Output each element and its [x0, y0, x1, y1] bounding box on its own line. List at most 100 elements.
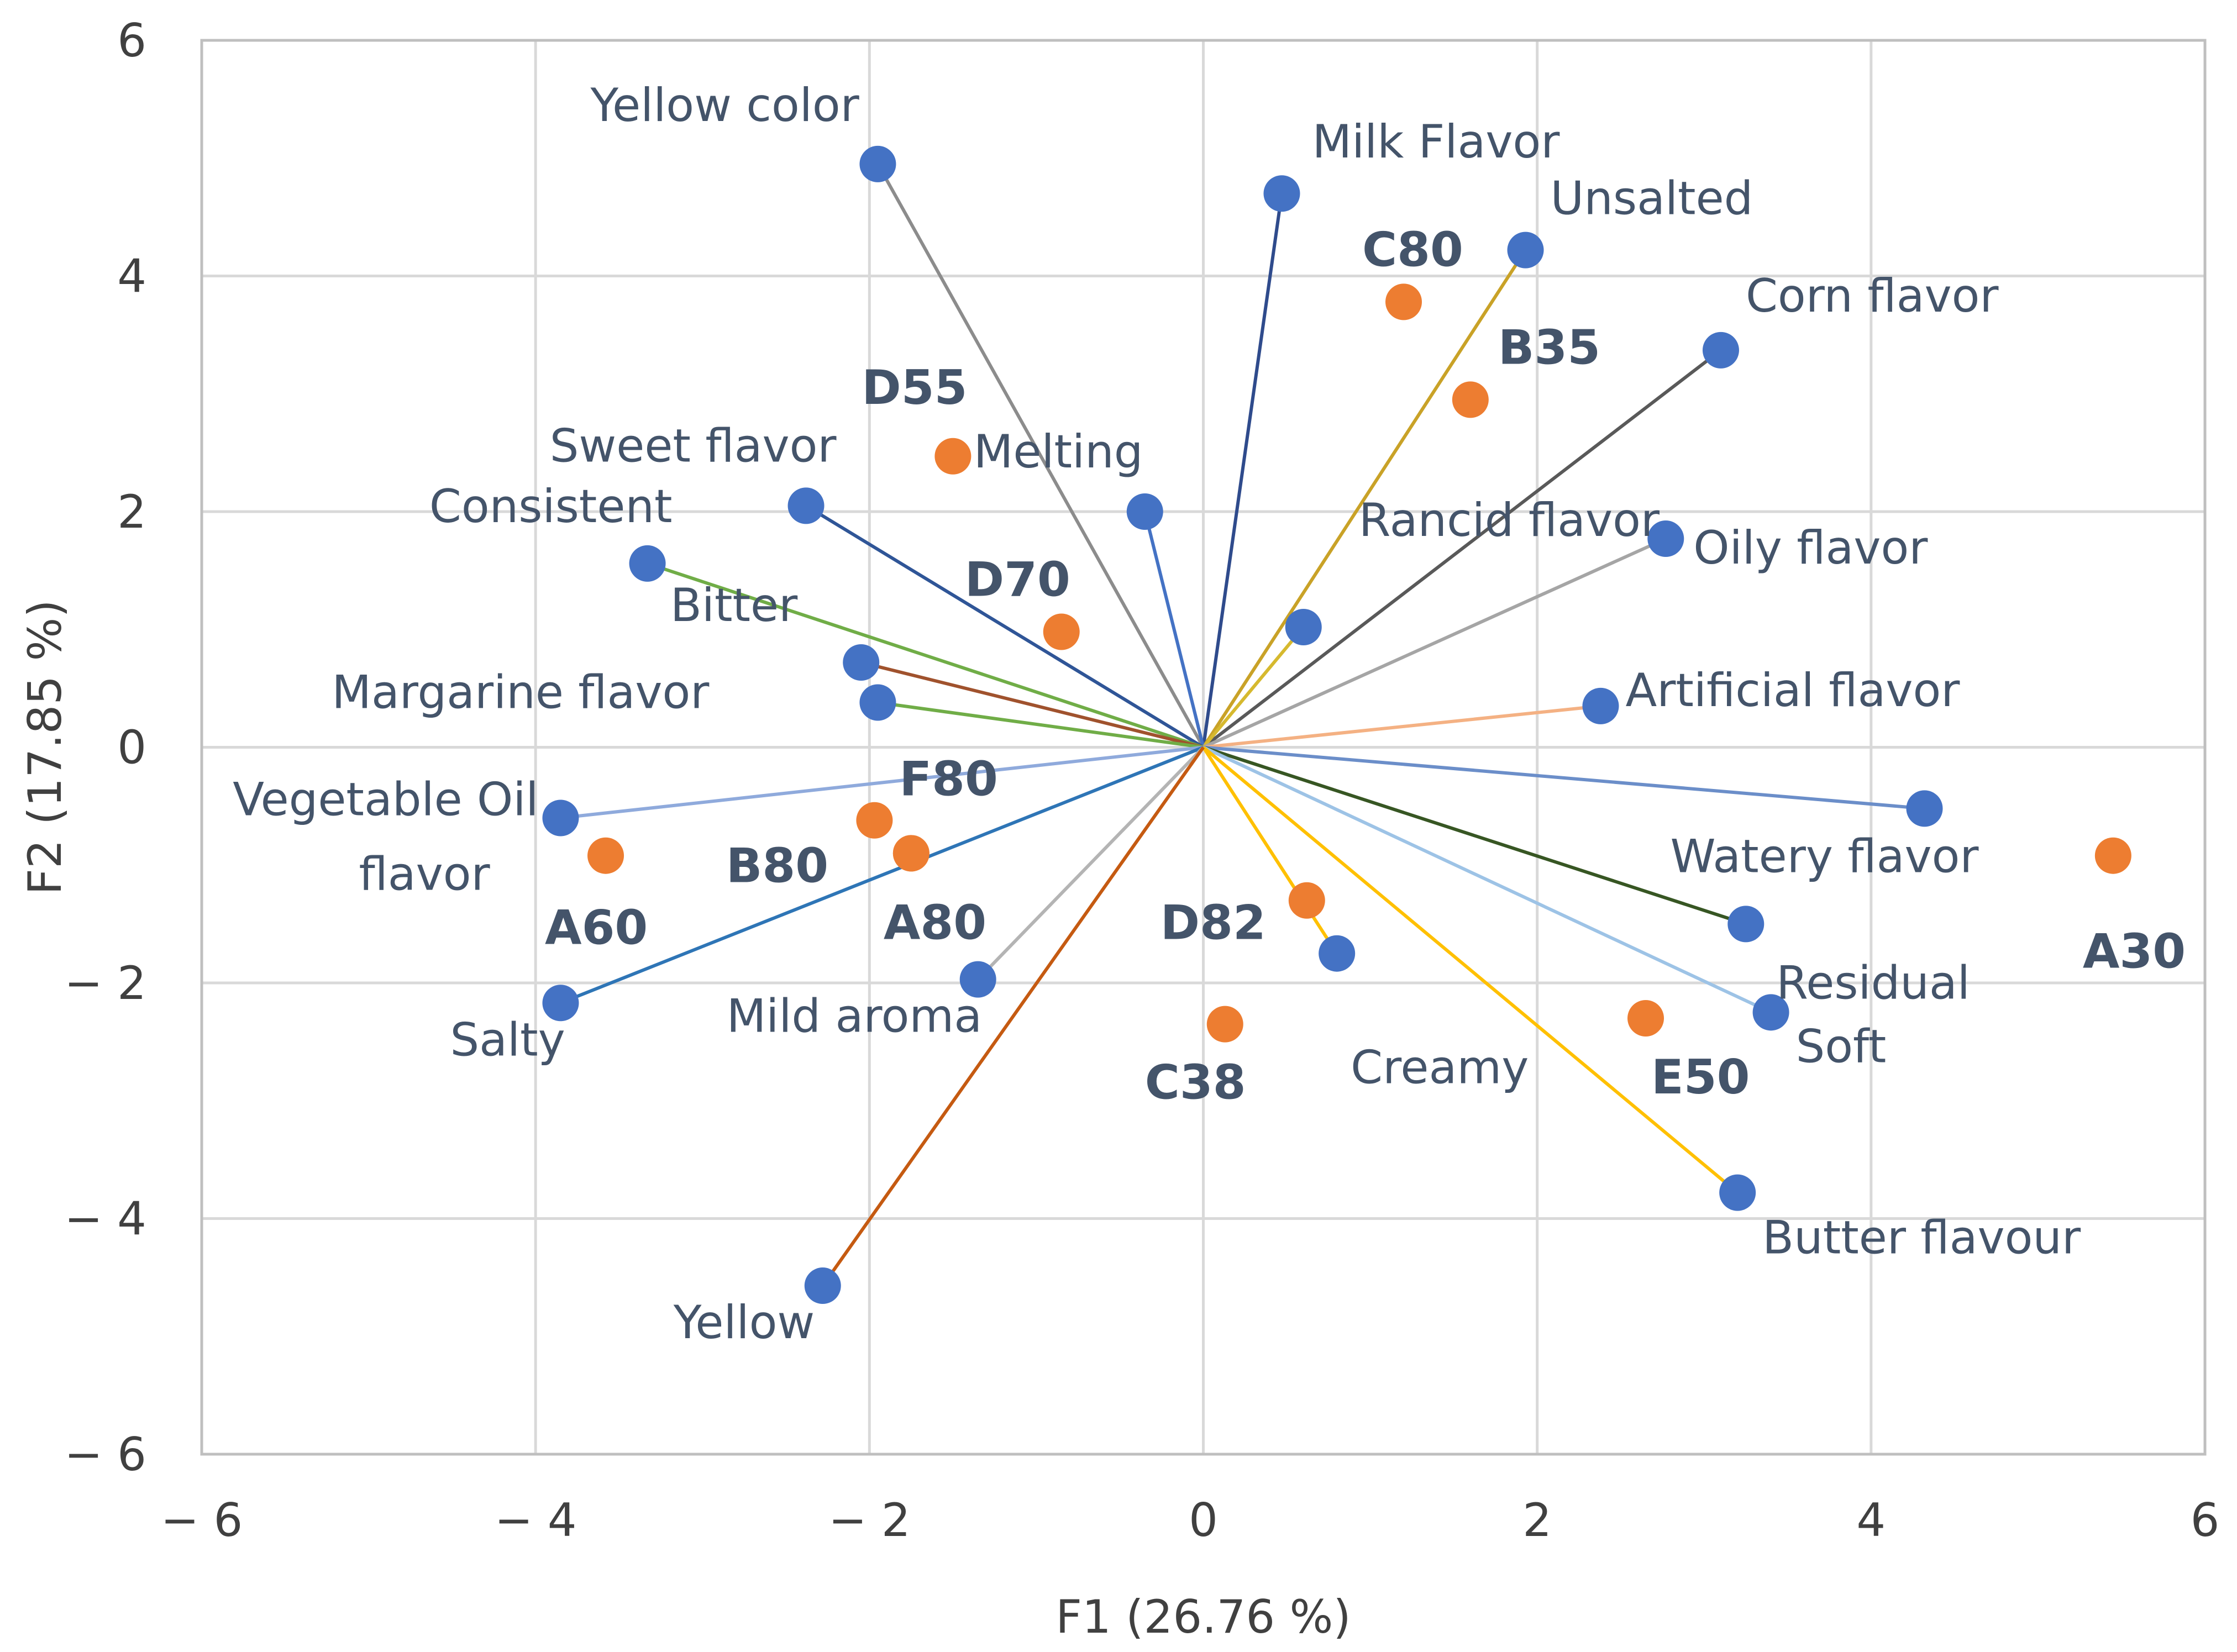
y-tick-label: 6 [117, 14, 146, 67]
variable-vector [1143, 511, 1205, 748]
variable-point [843, 644, 880, 681]
data-points [542, 145, 2131, 1304]
variable-vector [876, 163, 1205, 748]
variable-vector [821, 746, 1205, 1287]
variable-vector [1202, 626, 1305, 749]
variable-vector [1202, 349, 1722, 749]
variable-label: Oily flavor [1693, 521, 1928, 575]
variable-label: Melting [974, 425, 1143, 478]
variable-point [1702, 332, 1739, 369]
variable-vector [1201, 746, 1338, 955]
observation-label: A80 [884, 895, 986, 950]
x-tick-label: − 6 [161, 1493, 243, 1547]
variable-vector [560, 745, 1204, 820]
variable-vector [1201, 249, 1527, 749]
observation-point [1627, 999, 1664, 1037]
variable-point [1507, 232, 1544, 269]
observation-label: D70 [965, 553, 1070, 608]
variable-vector [1202, 746, 1739, 1194]
y-tick-label: − 2 [64, 956, 146, 1010]
variable-label: Artificial flavor [1625, 664, 1960, 717]
variable-point [1727, 906, 1765, 943]
observation-label: A30 [2083, 924, 2186, 980]
observation-point [1043, 613, 1080, 650]
variable-vectors [560, 163, 1925, 1287]
observation-label: E50 [1651, 1050, 1750, 1105]
variable-point [1263, 175, 1300, 212]
variable-label: Soft [1796, 1019, 1887, 1073]
observation-point [934, 438, 972, 475]
observation-point [587, 837, 624, 874]
observation-point [1206, 1006, 1243, 1043]
variable-vector [1202, 745, 1772, 1014]
observation-label: B35 [1498, 320, 1600, 375]
variable-vector [878, 701, 1204, 749]
observation-label: D82 [1160, 896, 1266, 951]
variable-point [542, 799, 579, 836]
variable-label: Yellow [673, 1296, 815, 1349]
observation-point [1385, 283, 1422, 320]
variable-label: Consistent [429, 480, 673, 533]
y-tick-label: − 6 [64, 1428, 146, 1481]
variable-point [1752, 994, 1789, 1031]
y-tick-label: 2 [117, 485, 146, 539]
variable-label: Butter flavour [1762, 1211, 2081, 1265]
variable-point [629, 545, 666, 582]
x-tick-label: 0 [1189, 1493, 1218, 1547]
variable-label: Unsalted [1551, 172, 1753, 225]
variable-vector [805, 504, 1205, 749]
x-tick-label: − 4 [495, 1493, 577, 1547]
variable-point [542, 985, 579, 1022]
variable-point [804, 1267, 841, 1304]
observation-label: B80 [726, 838, 828, 893]
variable-point [1719, 1174, 1756, 1211]
variable-label: Mild aroma [727, 990, 982, 1043]
variable-vector [1203, 745, 1925, 811]
variable-vector [1203, 704, 1601, 749]
variable-label: Creamy [1351, 1041, 1529, 1095]
y-tick-label: 4 [117, 250, 146, 303]
observation-label: A60 [545, 901, 648, 956]
observation-label: D55 [862, 360, 967, 415]
variable-label: Watery flavor [1671, 829, 1979, 883]
variable-vector [1201, 193, 1284, 748]
y-tick-label: − 4 [64, 1192, 146, 1246]
variable-vector [1202, 745, 1747, 926]
observation-label: F80 [899, 752, 997, 807]
variable-point [859, 145, 896, 182]
variable-point [1126, 493, 1163, 530]
variable-label-continued: flavor [359, 847, 490, 901]
variable-point [1906, 790, 1943, 827]
variable-label: Rancid flavor [1359, 493, 1660, 547]
x-tick-label: 2 [1522, 1493, 1552, 1547]
plot-area-frame [200, 39, 2207, 1456]
x-axis-title: F1 (26.76 %) [1056, 1590, 1351, 1644]
variable-point [859, 684, 896, 721]
variable-point [787, 487, 825, 524]
variable-point [1319, 935, 1356, 972]
observation-label: C38 [1145, 1055, 1246, 1111]
variable-point [1582, 687, 1619, 724]
variable-vector [647, 561, 1204, 749]
variable-point [959, 961, 996, 998]
variable-point [1647, 520, 1684, 557]
observation-point [2094, 837, 2131, 874]
observation-point [1288, 882, 1325, 919]
observation-point [1452, 381, 1489, 418]
variable-point [1285, 608, 1322, 645]
variable-label: Milk Flavor [1312, 115, 1560, 169]
observation-label: C80 [1362, 222, 1463, 277]
variable-label: Salty [450, 1013, 565, 1066]
variable-label: Sweet flavor [550, 419, 837, 472]
x-tick-label: − 2 [828, 1493, 911, 1547]
observation-point [892, 835, 930, 872]
observation-point [856, 802, 893, 839]
variable-label: Residual [1776, 956, 1970, 1009]
variable-vector [976, 746, 1205, 981]
variable-label: Vegetable Oil [233, 772, 538, 826]
axis-ticks: − 6 − 4 − 2 0 2 4 6 6 4 2 0 − 2 − 4 − 6 [64, 14, 2219, 1547]
x-tick-label: 4 [1856, 1493, 1886, 1547]
variable-vector [560, 745, 1204, 1005]
